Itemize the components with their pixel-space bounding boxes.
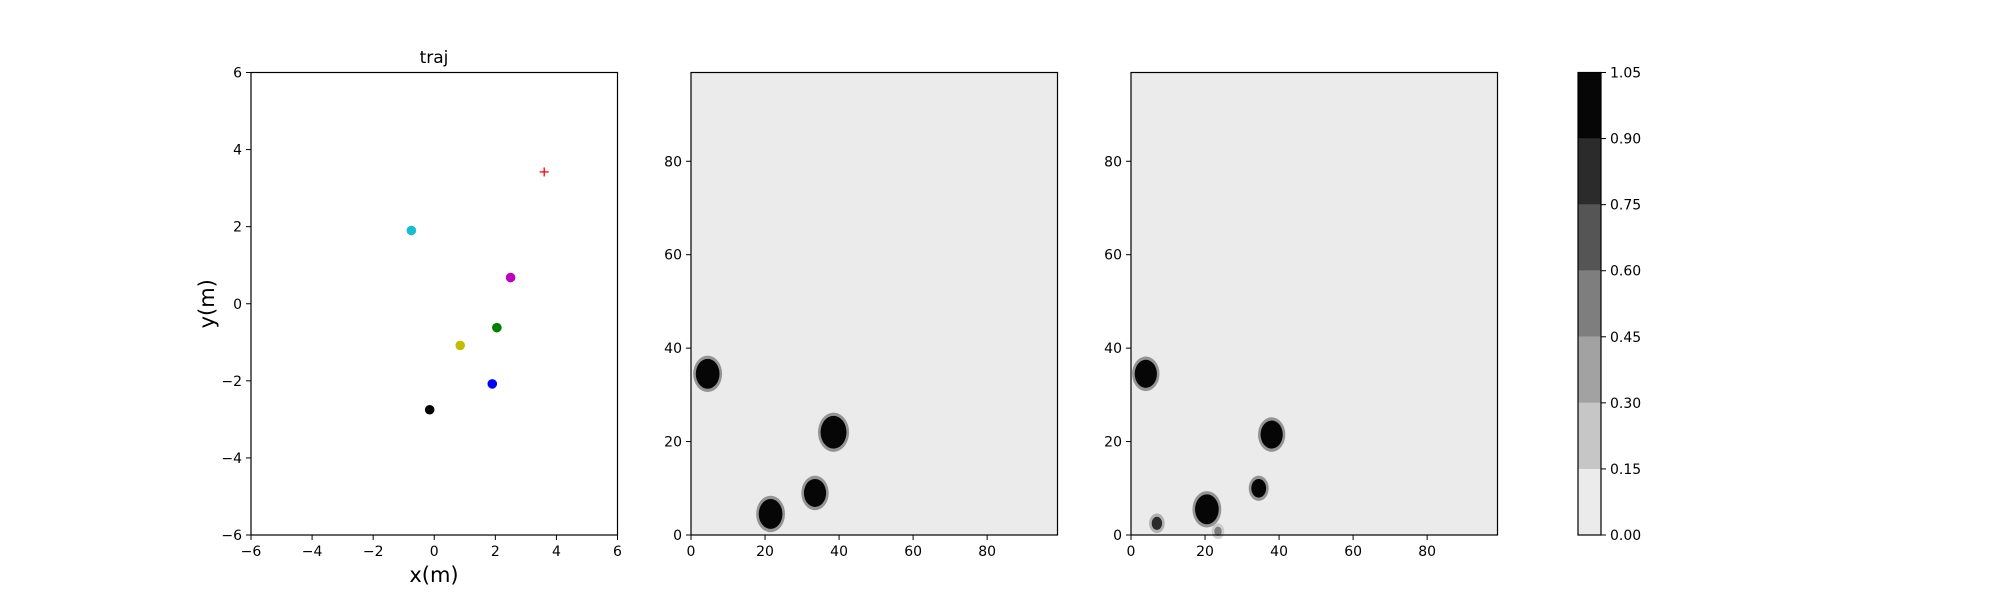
trajectory-plot-frame	[250, 71, 619, 536]
colorbar-band	[1578, 204, 1601, 271]
occupancy-map-2-y-tick-label: 0	[1113, 528, 1122, 544]
occupancy-map-1-x-tick-label: 20	[756, 544, 774, 560]
occupancy-map-1-y-ticks: 0 20 40 60 80	[664, 154, 691, 544]
occupancy-map-panel-1: 0 20 40 60 80 0 20 40 60 80	[664, 71, 1059, 560]
trajectory-y-tick-label: 0	[233, 297, 242, 313]
trajectory-y-tick-label: −2	[221, 374, 242, 390]
trajectory-x-tick-label: 6	[613, 544, 622, 560]
occupancy-map-1-y-tick-label: 0	[673, 528, 682, 544]
trajectory-y-ticks: −6 −4 −2 0 2 4 6	[221, 66, 251, 544]
occupancy-map-1-x-tick-label: 40	[830, 544, 848, 560]
trajectory-y-tick-label: 2	[233, 220, 242, 236]
occupancy-map-2-x-tick-label: 80	[1418, 544, 1436, 560]
trajectory-panel: traj −6 −4 −2 0 2 4 6 −6 −4 −2 0 2 4 6 x(m) y(m)	[195, 48, 622, 587]
occupancy-map-2-image	[1131, 72, 1498, 540]
occupancy-map-1-image	[691, 72, 1058, 535]
colorbar-tick-label: 0.75	[1610, 198, 1641, 214]
colorbar-frame	[1577, 71, 1602, 536]
trajectory-x-tick-label: −2	[363, 544, 384, 560]
obstacle-blob-3	[1192, 491, 1222, 528]
occupancy-map-panel-2: 0 20 40 60 80 0 20 40 60 80	[1104, 71, 1499, 560]
colorbar-band	[1578, 336, 1601, 403]
colorbar-tick-label: 0.15	[1610, 462, 1641, 478]
occupancy-map-2-y-tick-label: 20	[1104, 435, 1122, 451]
occupancy-map-1-x-tick-label: 80	[978, 544, 996, 560]
colorbar-band	[1578, 468, 1601, 535]
trajectory-x-tick-label: 4	[552, 544, 561, 560]
occupancy-map-2-x-tick-label: 0	[1127, 544, 1136, 560]
obstacle-blob-4	[1149, 513, 1165, 534]
colorbar-ticks: 0.00 0.15 0.30 0.45 0.60 0.75 0.90 1.05	[1601, 66, 1641, 544]
occupancy-map-1-y-tick-label: 40	[664, 341, 682, 357]
occupancy-map-1-x-tick-label: 60	[904, 544, 922, 560]
trajectory-x-tick-label: −4	[302, 544, 323, 560]
trajectory-y-axis-label: y(m)	[195, 279, 219, 328]
goal-plus-marker	[539, 167, 549, 177]
occupancy-map-2-y-tick-label: 40	[1104, 341, 1122, 357]
agent-position-point-0	[406, 225, 417, 236]
occupancy-map-2-frame	[1130, 71, 1499, 536]
obstacle-blob-0	[693, 355, 723, 393]
colorbar: 0.00 0.15 0.30 0.45 0.60 0.75 0.90 1.05	[1577, 66, 1641, 544]
agent-position-point-4	[487, 379, 498, 389]
occupancy-map-2-y-ticks: 0 20 40 60 80	[1104, 154, 1131, 544]
colorbar-tick-label: 0.30	[1610, 396, 1641, 412]
colorbar-band	[1578, 270, 1601, 337]
agent-position-point-1	[505, 272, 516, 283]
occupancy-map-2-y-tick-label: 60	[1104, 248, 1122, 264]
occupancy-map-2-x-ticks: 0 20 40 60 80	[1127, 535, 1436, 560]
colorbar-bands	[1578, 72, 1601, 535]
occupancy-map-1-y-tick-label: 80	[664, 154, 682, 170]
occupancy-map-1-y-tick-label: 20	[664, 435, 682, 451]
colorbar-tick-label: 1.05	[1610, 66, 1641, 82]
trajectory-title: traj	[420, 48, 449, 68]
occupancy-map-2-x-tick-label: 20	[1196, 544, 1214, 560]
trajectory-y-tick-label: 6	[233, 66, 242, 82]
occupancy-map-1-frame	[690, 71, 1059, 536]
trajectory-x-ticks: −6 −4 −2 0 2 4 6	[241, 535, 622, 560]
trajectory-y-tick-label: 4	[233, 143, 242, 159]
trajectory-x-tick-label: 0	[430, 544, 439, 560]
obstacle-blob-1	[1257, 417, 1286, 452]
colorbar-tick-label: 0.45	[1610, 330, 1641, 346]
colorbar-band	[1578, 72, 1601, 139]
occupancy-map-1-x-ticks: 0 20 40 60 80	[687, 535, 996, 560]
colorbar-band	[1578, 402, 1601, 469]
occupancy-map-2-x-tick-label: 40	[1270, 544, 1288, 560]
trajectory-y-tick-label: −4	[221, 451, 242, 467]
occupancy-map-2-y-tick-label: 80	[1104, 154, 1122, 170]
trajectory-y-tick-label: −6	[221, 528, 242, 544]
obstacle-blob-2	[1248, 475, 1269, 501]
trajectory-x-axis-label: x(m)	[409, 563, 458, 587]
occupancy-map-2-x-tick-label: 60	[1344, 544, 1362, 560]
obstacle-blob-1	[817, 412, 850, 452]
colorbar-band	[1578, 138, 1601, 205]
obstacle-blob-2	[801, 475, 829, 511]
colorbar-tick-label: 0.60	[1610, 264, 1641, 280]
trajectory-x-tick-label: −6	[241, 544, 262, 560]
occupancy-map-1-free-space	[691, 72, 1058, 535]
trajectory-x-tick-label: 2	[491, 544, 500, 560]
colorbar-tick-label: 0.00	[1610, 528, 1641, 544]
occupancy-map-2-free-space	[1131, 72, 1498, 535]
agent-position-point-5	[424, 404, 435, 415]
agent-position-point-3	[455, 340, 466, 351]
obstacle-blob-5	[1211, 523, 1225, 540]
obstacle-blob-3	[756, 495, 786, 533]
trajectory-markers	[406, 167, 549, 415]
occupancy-map-1-y-tick-label: 60	[664, 248, 682, 264]
colorbar-tick-label: 0.90	[1610, 132, 1641, 148]
agent-position-point-2	[492, 322, 502, 333]
obstacle-blob-0	[1132, 356, 1160, 392]
occupancy-map-1-x-tick-label: 0	[687, 544, 696, 560]
